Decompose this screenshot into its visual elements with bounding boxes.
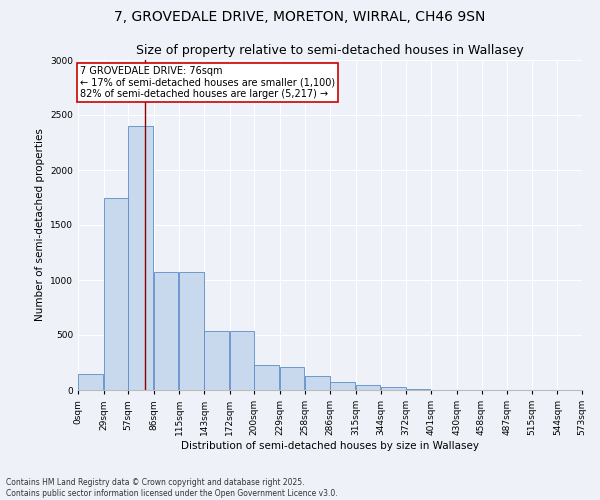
Bar	[381, 387, 406, 390]
Bar	[128, 126, 153, 390]
Bar	[254, 364, 279, 390]
Bar	[204, 330, 229, 390]
Text: 7, GROVEDALE DRIVE, MORETON, WIRRAL, CH46 9SN: 7, GROVEDALE DRIVE, MORETON, WIRRAL, CH4…	[115, 10, 485, 24]
Bar	[78, 374, 103, 390]
Y-axis label: Number of semi-detached properties: Number of semi-detached properties	[35, 128, 44, 322]
Bar	[280, 367, 304, 390]
X-axis label: Distribution of semi-detached houses by size in Wallasey: Distribution of semi-detached houses by …	[181, 441, 479, 451]
Text: 7 GROVEDALE DRIVE: 76sqm
← 17% of semi-detached houses are smaller (1,100)
82% o: 7 GROVEDALE DRIVE: 76sqm ← 17% of semi-d…	[80, 66, 335, 98]
Bar	[104, 198, 128, 390]
Bar	[154, 272, 178, 390]
Bar	[406, 389, 430, 390]
Bar	[356, 384, 380, 390]
Bar	[330, 382, 355, 390]
Title: Size of property relative to semi-detached houses in Wallasey: Size of property relative to semi-detach…	[136, 44, 524, 58]
Bar	[230, 330, 254, 390]
Bar	[305, 376, 330, 390]
Bar	[179, 272, 204, 390]
Text: Contains HM Land Registry data © Crown copyright and database right 2025.
Contai: Contains HM Land Registry data © Crown c…	[6, 478, 338, 498]
